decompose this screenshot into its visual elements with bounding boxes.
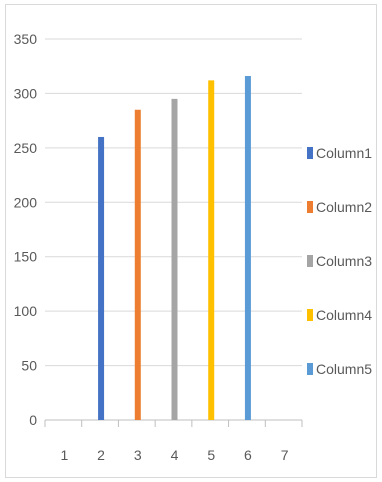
chart-frame xyxy=(5,4,377,478)
legend-swatch xyxy=(307,363,313,375)
bar-column1 xyxy=(98,136,105,420)
x-tick-label: 1 xyxy=(60,447,68,463)
y-tick-label: 150 xyxy=(14,249,38,265)
y-tick-label: 50 xyxy=(21,358,37,374)
bar-column4 xyxy=(208,80,215,420)
y-tick-label: 100 xyxy=(14,303,38,319)
legend-swatch xyxy=(307,309,313,321)
x-tick-label: 5 xyxy=(207,447,215,463)
y-tick-label: 300 xyxy=(14,85,38,101)
legend-label: Column4 xyxy=(316,307,372,323)
x-tick-label: 6 xyxy=(244,447,252,463)
legend-swatch xyxy=(307,255,313,267)
y-tick-label: 350 xyxy=(14,31,38,47)
x-tick-label: 7 xyxy=(281,447,289,463)
y-tick-label: 250 xyxy=(14,140,38,156)
legend-label: Column1 xyxy=(316,145,372,161)
x-tick-label: 4 xyxy=(171,447,179,463)
legend: Column1 Column2 Column3 Column4 Column5 xyxy=(307,145,372,377)
y-axis-ticks: 0 50 100 150 200 250 300 350 xyxy=(14,31,38,428)
legend-swatch xyxy=(307,201,313,213)
bar-column5 xyxy=(244,76,251,421)
bar-column3 xyxy=(171,98,178,420)
legend-label: Column5 xyxy=(316,361,372,377)
x-tick-label: 3 xyxy=(134,447,142,463)
bars xyxy=(98,76,251,421)
x-axis: 1 2 3 4 5 6 7 xyxy=(44,419,303,463)
legend-label: Column3 xyxy=(316,253,372,269)
legend-label: Column2 xyxy=(316,199,372,215)
x-tick-label: 2 xyxy=(97,447,105,463)
bar-column2 xyxy=(134,109,141,420)
legend-swatch xyxy=(307,147,313,159)
y-tick-label: 0 xyxy=(29,412,37,428)
y-tick-label: 200 xyxy=(14,194,38,210)
